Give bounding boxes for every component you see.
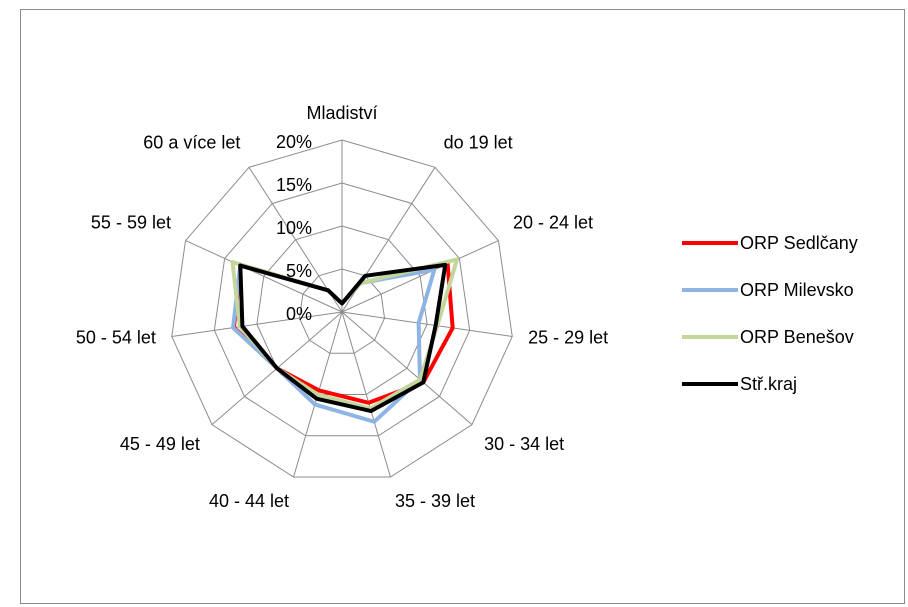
legend-label: Stř.kraj [740, 374, 797, 394]
legend-label: ORP Sedlčany [740, 233, 858, 253]
category-label: 35 - 39 let [395, 491, 475, 511]
category-label: Mladiství [306, 103, 377, 123]
category-label: 20 - 24 let [513, 213, 593, 233]
category-label: 50 - 54 let [76, 328, 156, 348]
legend-label: ORP Benešov [740, 327, 854, 347]
category-label: do 19 let [444, 133, 513, 153]
category-label: 55 - 59 let [91, 213, 171, 233]
grid-ring [298, 268, 386, 354]
spoke [341, 311, 473, 426]
series-line [238, 262, 448, 414]
grid-ring [171, 139, 513, 478]
spoke [185, 240, 343, 313]
spoke [341, 311, 391, 478]
category-label: 60 a více let [143, 133, 240, 153]
spoke [341, 240, 499, 313]
y-tick-label: 10% [276, 218, 312, 238]
y-tick-label: 20% [276, 132, 312, 152]
legend-label: ORP Milevsko [740, 280, 854, 300]
category-label: 30 - 34 let [484, 434, 564, 454]
grid-ring [213, 182, 471, 437]
spoke [341, 311, 513, 337]
y-tick-label: 15% [276, 175, 312, 195]
category-label: 25 - 29 let [528, 328, 608, 348]
chart-border [20, 9, 905, 604]
spoke [171, 311, 343, 337]
category-label: 40 - 44 let [209, 491, 289, 511]
y-tick-label: 5% [286, 261, 312, 281]
category-label: 45 - 49 let [120, 434, 200, 454]
y-tick-label: 0% [286, 304, 312, 324]
